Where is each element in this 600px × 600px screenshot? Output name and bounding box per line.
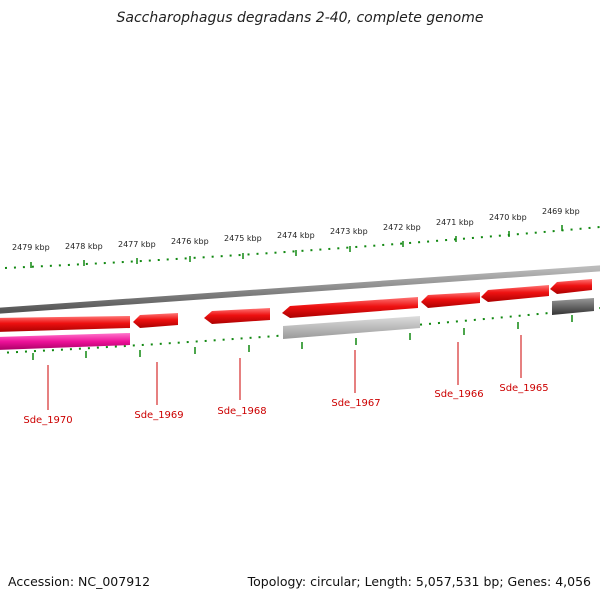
gene-label[interactable]: Sde_1969 (134, 410, 183, 421)
kbp-label: 2474 kbp (277, 231, 315, 240)
gene-features (0, 279, 594, 350)
kbp-label: 2472 kbp (383, 223, 421, 232)
gene-arrow-sde-1968[interactable] (204, 308, 270, 324)
gene-arrow-sde-1969[interactable] (133, 313, 178, 328)
kbp-label: 2470 kbp (489, 213, 527, 222)
gene-bar-gray[interactable] (283, 316, 420, 339)
kbp-label: 2479 kbp (12, 243, 50, 252)
map-title: Saccharophagus degradans 2-40, complete … (117, 10, 484, 26)
gene-label[interactable]: Sde_1965 (499, 383, 548, 394)
kbp-label: 2473 kbp (330, 227, 368, 236)
kbp-label: 2469 kbp (542, 207, 580, 216)
kbp-label: 2476 kbp (171, 237, 209, 246)
gene-bar-dark[interactable] (552, 298, 594, 315)
gene-arrow-sde-1965[interactable] (481, 285, 549, 302)
gene-leaders (47, 335, 522, 410)
gene-label[interactable]: Sde_1968 (217, 406, 266, 417)
kbp-scale: 2479 kbp 2478 kbp 2477 kbp 2476 kbp 2475… (12, 207, 580, 268)
inner-major-ticks (32, 315, 573, 360)
accession-text: Accession: NC_007912 (8, 574, 150, 589)
gene-label[interactable]: Sde_1966 (434, 389, 483, 400)
kbp-label: 2477 kbp (118, 240, 156, 249)
gene-label[interactable]: Sde_1967 (331, 398, 380, 409)
kbp-label: 2471 kbp (436, 218, 474, 227)
genome-summary-text: Topology: circular; Length: 5,057,531 bp… (247, 574, 591, 589)
gene-arrow-sde-1967[interactable] (282, 297, 418, 318)
genome-backbone (0, 265, 600, 314)
gene-arrow-sde-1970[interactable] (0, 316, 130, 332)
kbp-label: 2475 kbp (224, 234, 262, 243)
kbp-label: 2478 kbp (65, 242, 103, 251)
gene-arrow-sde-1966[interactable] (421, 292, 480, 308)
gene-bar-magenta[interactable] (0, 333, 130, 350)
gene-label[interactable]: Sde_1970 (23, 415, 72, 426)
gene-arrow-next[interactable] (550, 279, 592, 294)
gene-labels: Sde_1970 Sde_1969 Sde_1968 Sde_1967 Sde_… (23, 383, 548, 426)
